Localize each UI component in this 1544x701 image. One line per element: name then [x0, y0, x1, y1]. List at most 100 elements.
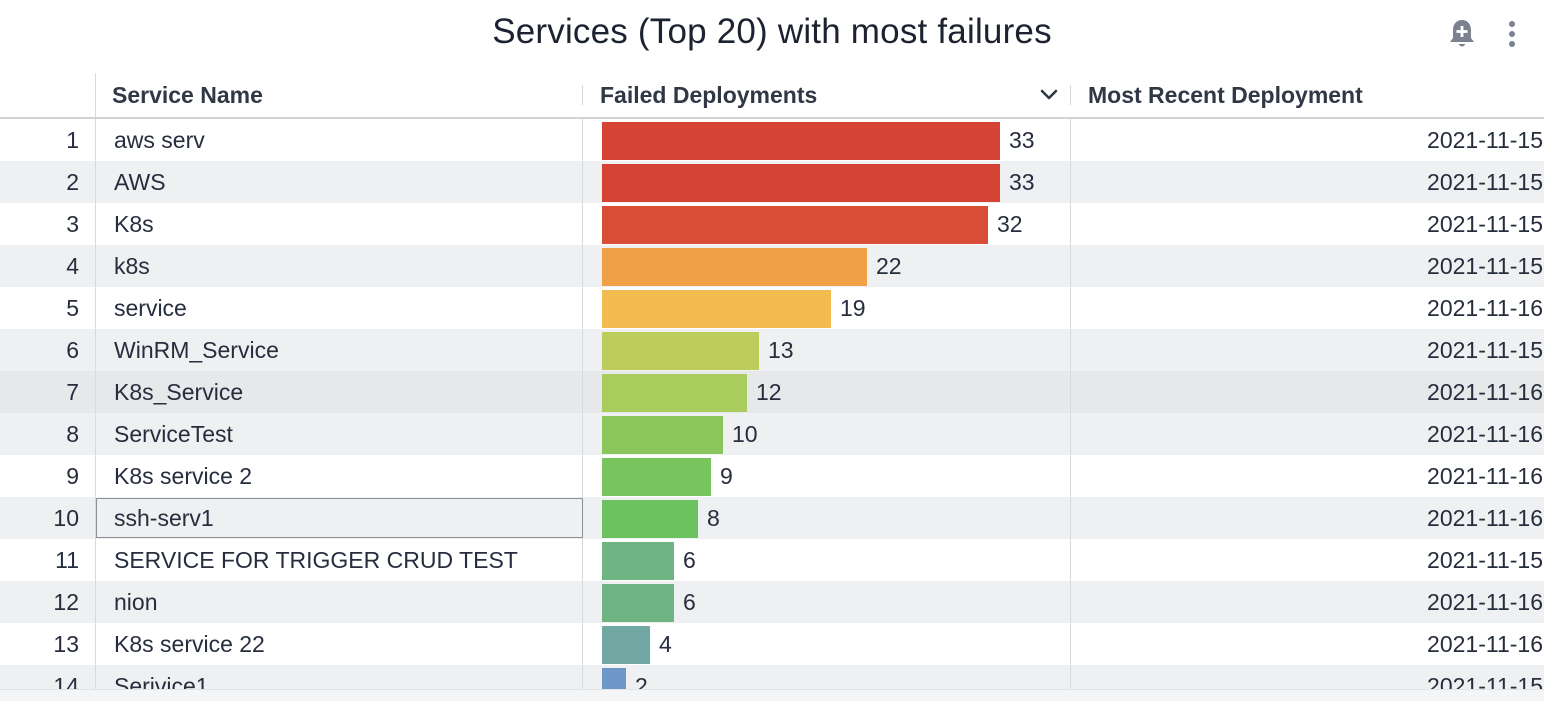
failed-deployments-bar[interactable] [602, 206, 988, 244]
header-divider[interactable] [1070, 85, 1071, 105]
failed-deployments-bar[interactable] [602, 164, 1000, 202]
failed-deployments-bar[interactable] [602, 626, 650, 664]
table-row[interactable]: 14 Serivice1 2 2021-11-15 [0, 665, 1544, 689]
column-divider [95, 203, 96, 245]
failed-deployments-bar[interactable] [602, 290, 831, 328]
failed-deployments-bar[interactable] [602, 122, 1000, 160]
service-name-cell[interactable]: ssh-serv1 [114, 504, 214, 531]
table-row[interactable]: 13 K8s service 22 4 2021-11-16 [0, 623, 1544, 665]
failed-deployments-value: 13 [768, 336, 794, 363]
failed-deployments-value: 32 [997, 210, 1023, 237]
table-row[interactable]: 12 nion 6 2021-11-16 [0, 581, 1544, 623]
chevron-down-icon[interactable] [1031, 77, 1067, 113]
most-recent-deployment-cell: 2021-11-16 [1427, 462, 1543, 489]
column-divider [1070, 581, 1071, 623]
column-header-label: Failed Deployments [600, 81, 818, 108]
column-header-service-name[interactable]: Service Name [112, 73, 582, 117]
service-name-cell[interactable]: ServiceTest [114, 420, 233, 447]
column-divider [582, 623, 583, 665]
column-divider [1070, 203, 1071, 245]
most-recent-deployment-cell: 2021-11-16 [1427, 378, 1543, 405]
row-index: 7 [66, 378, 79, 405]
failed-deployments-value: 22 [876, 252, 902, 279]
bell-plus-icon[interactable] [1444, 16, 1480, 52]
table-row[interactable]: 11 SERVICE FOR TRIGGER CRUD TEST 6 2021-11-… [0, 539, 1544, 581]
service-name-cell[interactable]: WinRM_Service [114, 336, 279, 363]
service-name-cell[interactable]: SERVICE FOR TRIGGER CRUD TEST [114, 546, 518, 573]
service-name-cell[interactable]: service [114, 294, 187, 321]
service-name-cell[interactable]: k8s [114, 252, 150, 279]
failed-deployments-bar[interactable] [602, 584, 674, 622]
panel-header: Services (Top 20) with most failures [0, 0, 1544, 72]
failed-deployments-bar[interactable] [602, 416, 723, 454]
column-header-most-recent-deployment[interactable]: Most Recent Deployment [1088, 73, 1544, 117]
failed-deployments-value: 12 [756, 378, 782, 405]
column-divider [1070, 623, 1071, 665]
column-divider [1070, 371, 1071, 413]
column-divider [582, 413, 583, 455]
table-row[interactable]: 8 ServiceTest 10 2021-11-16 [0, 413, 1544, 455]
service-name-cell[interactable]: nion [114, 588, 158, 615]
row-index: 1 [66, 126, 79, 153]
most-recent-deployment-cell: 2021-11-16 [1427, 294, 1543, 321]
failed-deployments-bar[interactable] [602, 542, 674, 580]
row-index: 2 [66, 168, 79, 195]
failed-deployments-value: 10 [732, 420, 758, 447]
column-divider [582, 581, 583, 623]
column-divider [1070, 287, 1071, 329]
failed-deployments-bar[interactable] [602, 332, 759, 370]
column-divider [1070, 497, 1071, 539]
failed-deployments-value: 33 [1009, 126, 1035, 153]
failed-deployments-value: 8 [707, 504, 720, 531]
failed-deployments-bar[interactable] [602, 500, 698, 538]
column-divider [1070, 665, 1071, 689]
horizontal-scrollbar[interactable] [0, 689, 1544, 701]
column-divider [582, 203, 583, 245]
most-recent-deployment-cell: 2021-11-15 [1427, 546, 1543, 573]
table-row[interactable]: 4 k8s 22 2021-11-15 [0, 245, 1544, 287]
header-divider[interactable] [582, 85, 583, 105]
table-row[interactable]: 3 K8s 32 2021-11-15 [0, 203, 1544, 245]
service-name-cell[interactable]: K8s_Service [114, 378, 244, 405]
table-row[interactable]: 5 service 19 2021-11-16 [0, 287, 1544, 329]
column-divider [582, 329, 583, 371]
most-recent-deployment-cell: 2021-11-15 [1427, 168, 1543, 195]
column-divider [582, 455, 583, 497]
failed-deployments-value: 9 [720, 462, 733, 489]
table-row[interactable]: 10 ssh-serv1 8 2021-11-16 [0, 497, 1544, 539]
column-divider [95, 119, 96, 161]
failed-deployments-bar[interactable] [602, 248, 867, 286]
service-name-cell[interactable]: Serivice1 [114, 672, 209, 690]
row-index: 10 [53, 504, 79, 531]
table-row[interactable]: 6 WinRM_Service 13 2021-11-15 [0, 329, 1544, 371]
column-divider [1070, 455, 1071, 497]
service-name-cell[interactable]: AWS [114, 168, 166, 195]
service-name-cell[interactable]: K8s [114, 210, 154, 237]
row-index: 8 [66, 420, 79, 447]
table-row[interactable]: 1 aws serv 33 2021-11-15 [0, 119, 1544, 161]
failed-deployments-bar[interactable] [602, 374, 747, 412]
row-index: 11 [55, 546, 79, 573]
column-divider [95, 665, 96, 689]
row-index: 6 [66, 336, 79, 363]
service-name-cell[interactable]: aws serv [114, 126, 205, 153]
service-name-cell[interactable]: K8s service 22 [114, 630, 265, 657]
table-row[interactable]: 7 K8s_Service 12 2021-11-16 [0, 371, 1544, 413]
failed-deployments-bar[interactable] [602, 668, 626, 689]
most-recent-deployment-cell: 2021-11-16 [1427, 504, 1543, 531]
table-row[interactable]: 9 K8s service 2 9 2021-11-16 [0, 455, 1544, 497]
column-divider [95, 497, 96, 539]
row-index: 14 [53, 672, 79, 690]
most-recent-deployment-cell: 2021-11-16 [1427, 420, 1543, 447]
row-index: 9 [66, 462, 79, 489]
column-divider [582, 665, 583, 689]
most-recent-deployment-cell: 2021-11-15 [1427, 252, 1543, 279]
failed-deployments-bar[interactable] [602, 458, 711, 496]
service-name-cell[interactable]: K8s service 2 [114, 462, 253, 489]
row-index: 13 [53, 630, 79, 657]
column-divider [1070, 245, 1071, 287]
table-row[interactable]: 2 AWS 33 2021-11-15 [0, 161, 1544, 203]
vertical-ellipsis-icon[interactable] [1494, 16, 1530, 52]
column-divider [582, 119, 583, 161]
column-header-failed-deployments[interactable]: Failed Deployments [600, 73, 1070, 117]
